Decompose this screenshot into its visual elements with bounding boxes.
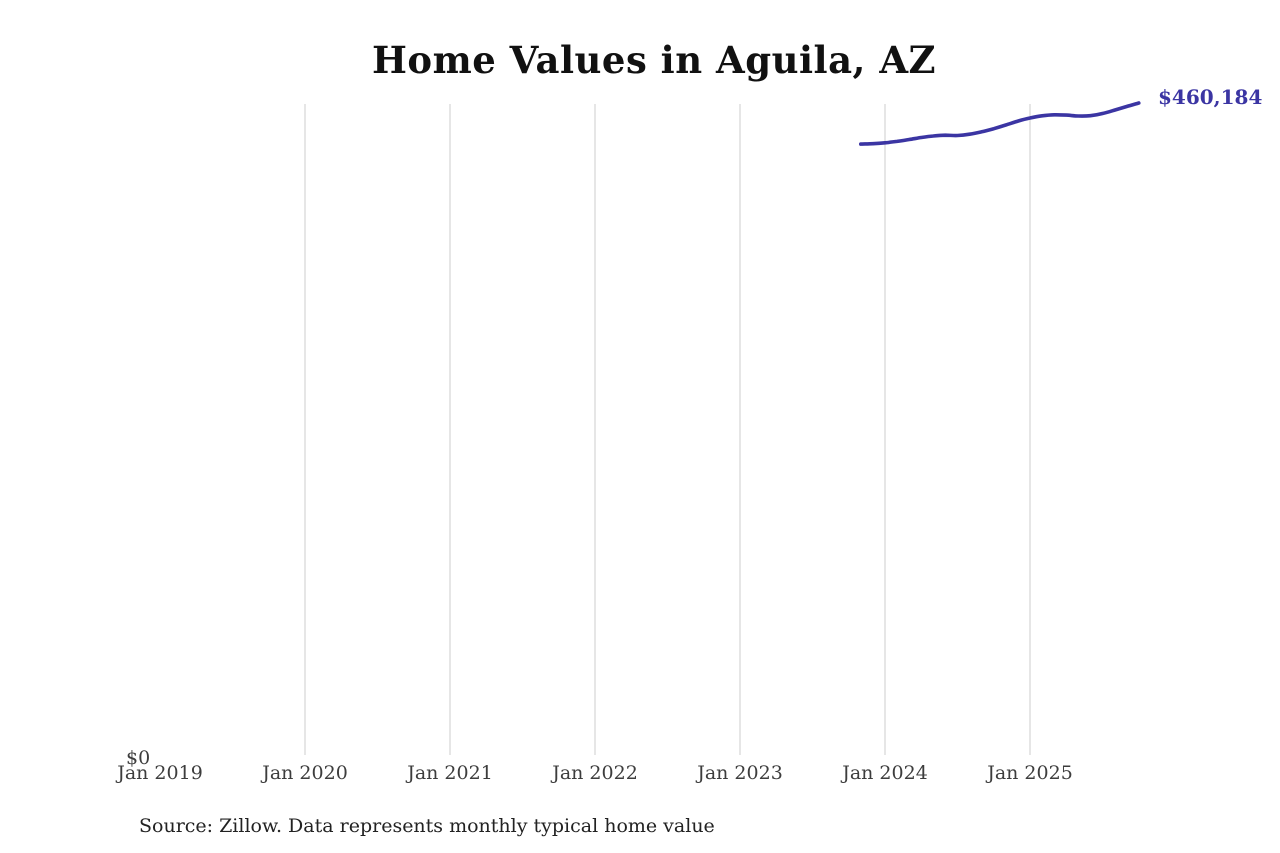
home-value-line [859, 101, 1141, 146]
y-axis-zero-label: $0 [126, 747, 151, 769]
latest-value-label: $460,184 [1158, 85, 1263, 109]
source-note: Source: Zillow. Data represents monthly … [139, 815, 715, 837]
gridlines [304, 104, 1031, 755]
chart-title: Home Values in Aguila, AZ [371, 38, 937, 82]
